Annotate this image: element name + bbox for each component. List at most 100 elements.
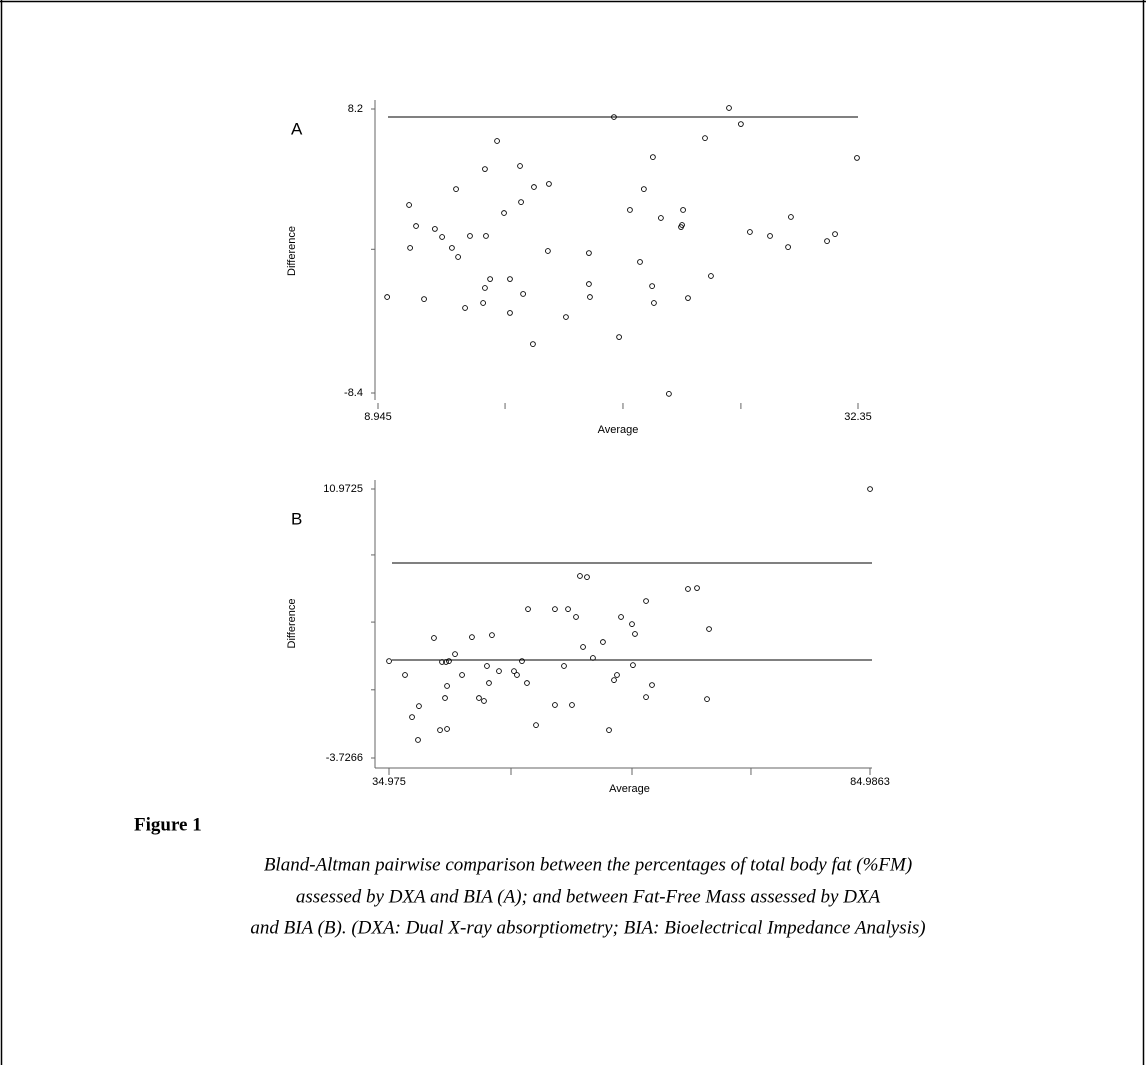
x-axis-title: Average (598, 424, 639, 436)
panel-label: A (291, 119, 303, 138)
data-point (586, 281, 592, 287)
data-point (726, 105, 732, 111)
x-axis-title: Average (609, 783, 650, 795)
data-point (637, 259, 643, 265)
figure-label: Figure 1 (134, 814, 202, 835)
data-point (507, 310, 513, 316)
data-point (406, 202, 412, 208)
data-point (643, 694, 649, 700)
data-point (680, 207, 686, 213)
data-point (409, 714, 415, 720)
data-point (545, 248, 551, 254)
data-point (519, 658, 525, 664)
x-tick-label: 8.945 (364, 411, 392, 423)
data-point (708, 273, 714, 279)
data-point (616, 334, 622, 340)
data-point (618, 614, 624, 620)
y-axis-title: Difference (286, 599, 298, 649)
figure-caption: and BIA (B). (DXA: Dual X-ray absorptiom… (250, 917, 925, 938)
data-point (788, 214, 794, 220)
data-point (486, 680, 492, 686)
data-point (854, 155, 860, 161)
data-point (530, 341, 536, 347)
data-point (611, 114, 617, 120)
data-point (632, 631, 638, 637)
data-point (442, 695, 448, 701)
data-point (630, 662, 636, 668)
data-point (520, 291, 526, 297)
data-point (459, 672, 465, 678)
data-point (453, 186, 459, 192)
data-point (552, 702, 558, 708)
data-point (489, 632, 495, 638)
data-point (432, 226, 438, 232)
data-point (415, 737, 421, 743)
data-point (431, 635, 437, 641)
data-point (439, 234, 445, 240)
data-point (496, 668, 502, 674)
data-point (452, 651, 458, 657)
data-point (679, 222, 685, 228)
data-point (587, 294, 593, 300)
data-point (402, 672, 408, 678)
figure-caption: Bland-Altman pairwise comparison between… (264, 854, 912, 875)
data-point (518, 199, 524, 205)
data-point (455, 254, 461, 260)
data-point (507, 276, 513, 282)
data-point (658, 215, 664, 221)
data-point (514, 672, 520, 678)
data-point (525, 606, 531, 612)
y-tick-label: -3.7266 (326, 752, 363, 764)
y-axis-title: Difference (286, 226, 298, 276)
data-point (407, 245, 413, 251)
data-point (469, 634, 475, 640)
data-point (437, 727, 443, 733)
data-point (413, 223, 419, 229)
data-point (531, 184, 537, 190)
data-point (577, 573, 583, 579)
data-point (482, 166, 488, 172)
data-point (487, 276, 493, 282)
data-point (565, 606, 571, 612)
data-point (476, 695, 482, 701)
data-point (586, 250, 592, 256)
data-point (446, 658, 452, 664)
data-point (685, 586, 691, 592)
data-point (483, 233, 489, 239)
data-point (685, 295, 691, 301)
data-point (832, 231, 838, 237)
data-point (824, 238, 830, 244)
data-point (517, 163, 523, 169)
x-tick-label: 34.975 (372, 776, 406, 788)
data-point (524, 680, 530, 686)
data-point (444, 683, 450, 689)
y-tick-label: 10.9725 (323, 483, 363, 495)
data-point (627, 207, 633, 213)
data-point (649, 283, 655, 289)
data-point (767, 233, 773, 239)
data-point (481, 698, 487, 704)
data-point (494, 138, 500, 144)
data-point (480, 300, 486, 306)
data-point (694, 585, 700, 591)
data-point (590, 655, 596, 661)
data-point (584, 574, 590, 580)
figure-caption: assessed by DXA and BIA (A); and between… (296, 886, 881, 907)
data-point (501, 210, 507, 216)
data-point (702, 135, 708, 141)
data-point (704, 696, 710, 702)
data-point (421, 296, 427, 302)
data-point (747, 229, 753, 235)
data-point (443, 659, 449, 665)
data-point (482, 285, 488, 291)
data-point (600, 639, 606, 645)
data-point (651, 300, 657, 306)
data-point (611, 677, 617, 683)
data-point (643, 598, 649, 604)
data-point (467, 233, 473, 239)
data-point (706, 626, 712, 632)
data-point (386, 658, 392, 664)
data-point (511, 668, 517, 674)
data-point (629, 621, 635, 627)
